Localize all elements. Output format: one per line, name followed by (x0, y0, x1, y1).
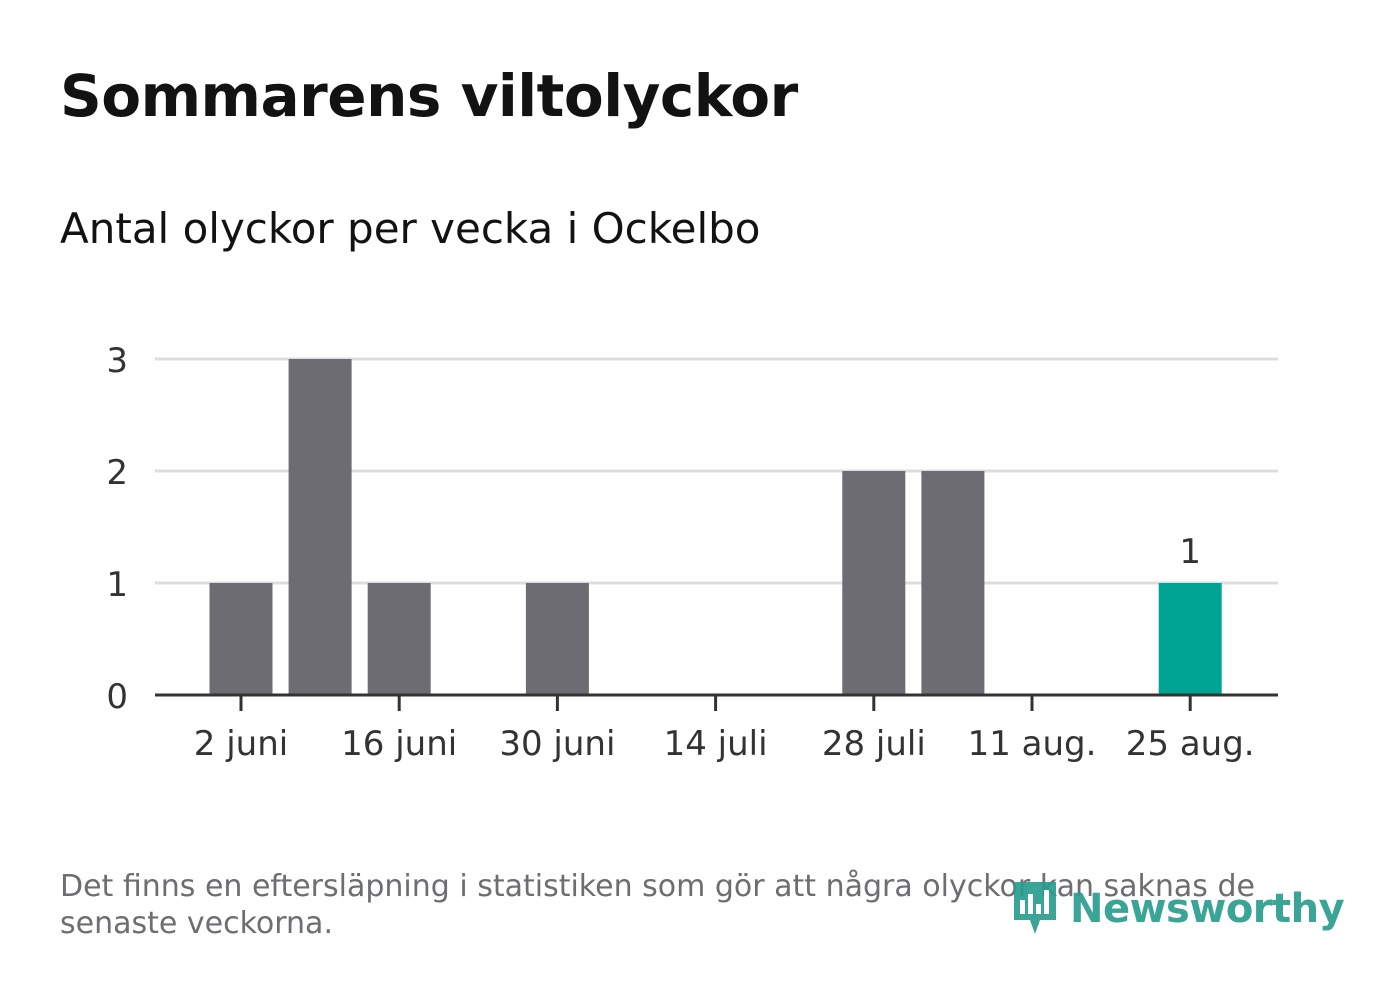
chart-title: Sommarens viltolyckor (60, 62, 798, 130)
bar (842, 471, 906, 695)
x-tick-label: 25 aug. (1126, 724, 1255, 764)
logo-text: Newsworthy (1070, 886, 1345, 932)
y-tick-label: 0 (106, 677, 128, 717)
data-label: 1 (1179, 532, 1201, 572)
bar (288, 359, 352, 695)
x-tick-label: 30 juni (499, 724, 615, 764)
bar (1158, 583, 1222, 695)
bar (367, 583, 431, 695)
y-tick-label: 1 (106, 565, 128, 605)
x-tick-label: 14 juli (664, 724, 768, 764)
x-tick-label: 2 juni (194, 724, 288, 764)
y-tick-label: 3 (106, 341, 128, 381)
newsworthy-logo[interactable]: Newsworthy (1010, 876, 1345, 942)
y-tick-label: 2 (106, 453, 128, 493)
x-tick-label: 16 juni (341, 724, 457, 764)
newsworthy-chart-icon (1010, 876, 1060, 942)
x-tick-label: 11 aug. (968, 724, 1097, 764)
bar (921, 471, 985, 695)
chart-subtitle: Antal olyckor per vecka i Ockelbo (60, 204, 761, 253)
bar (525, 583, 589, 695)
x-tick-label: 28 juli (822, 724, 926, 764)
bar (209, 583, 273, 695)
